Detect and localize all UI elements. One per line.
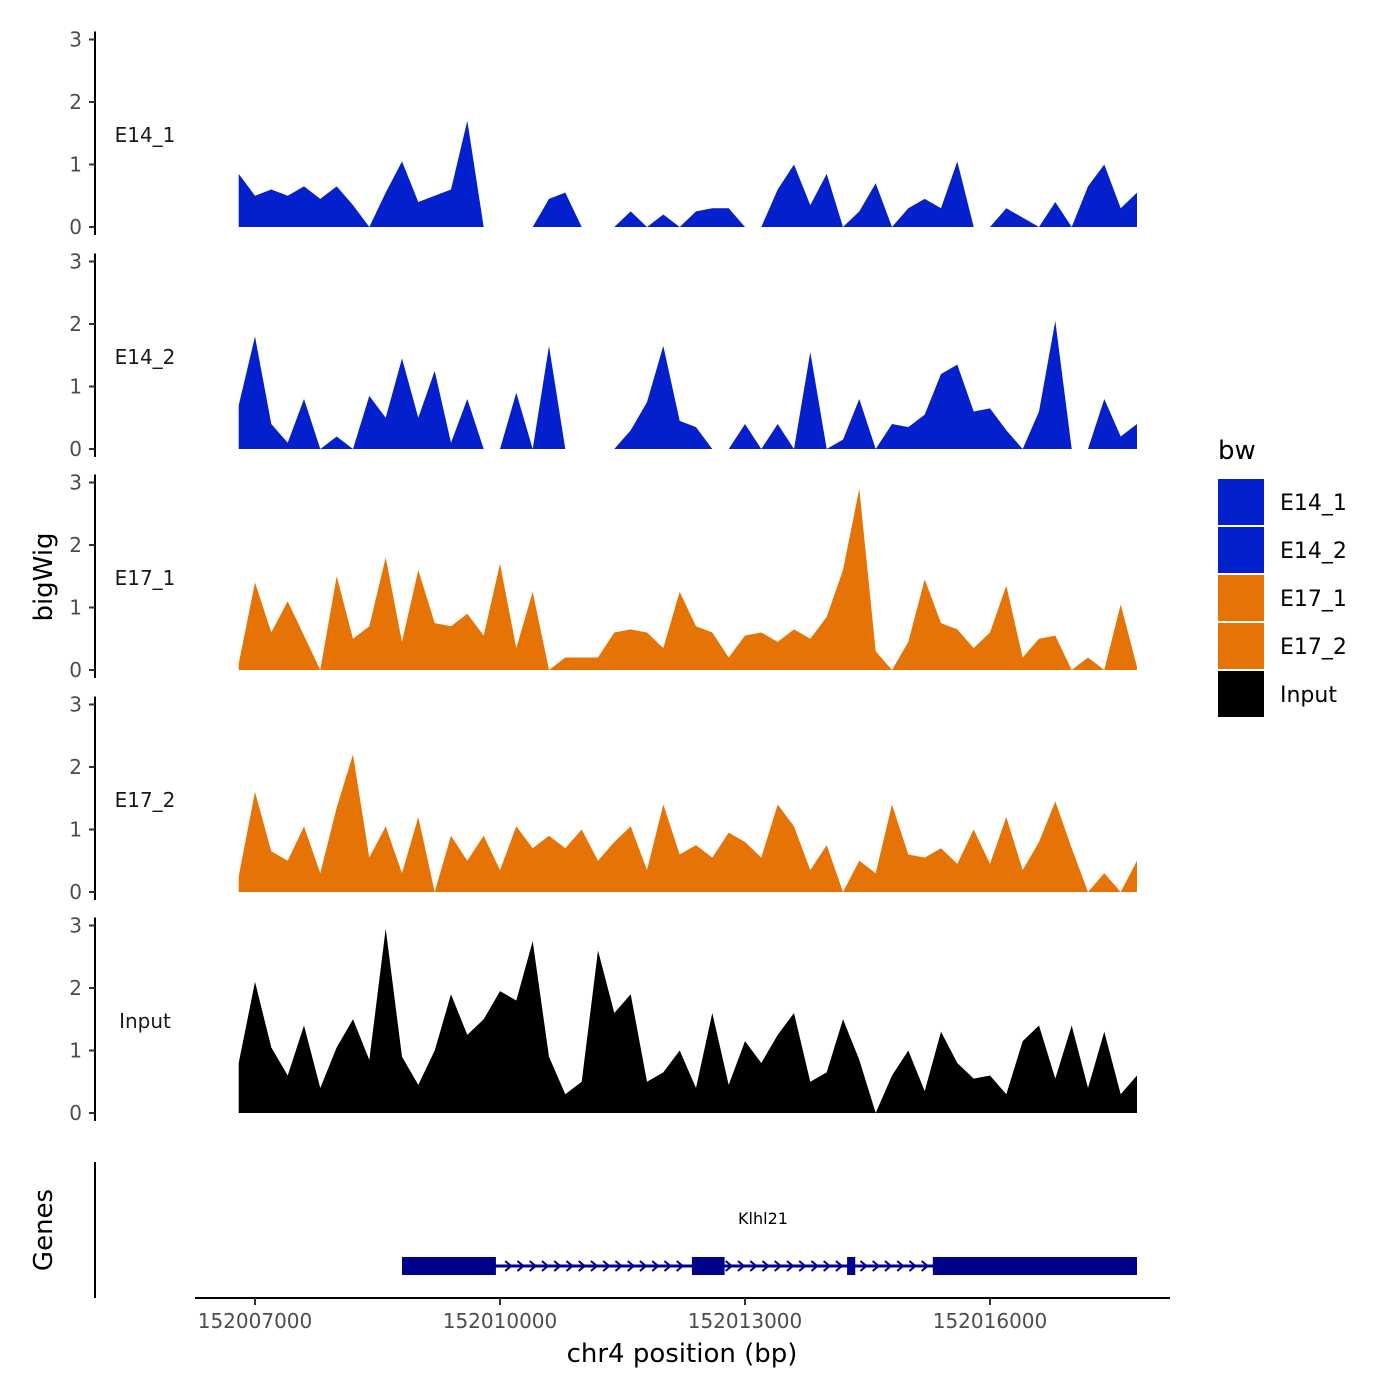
legend-label: E14_1 xyxy=(1280,491,1347,516)
genes-track-title: Genes xyxy=(29,1189,59,1271)
legend-swatch xyxy=(1218,671,1264,717)
y-tick-label: 0 xyxy=(69,215,82,239)
strand-arrow xyxy=(896,1260,905,1272)
coverage-area xyxy=(238,120,1137,227)
gene-exon xyxy=(932,1257,1137,1275)
gene-exon xyxy=(402,1257,496,1275)
y-tick-label: 0 xyxy=(69,658,82,682)
legend: bw E14_1 E14_2 E17_1 E17_2 Input xyxy=(1218,436,1347,717)
legend-label: E17_1 xyxy=(1280,587,1347,612)
gene-name-label: Klhl21 xyxy=(738,1209,788,1228)
y-tick-label: 3 xyxy=(69,250,82,274)
legend-swatch xyxy=(1218,479,1264,525)
track-E17_1: 0 1 2 3 E17_1 xyxy=(69,471,1137,682)
strand-arrow xyxy=(737,1260,746,1272)
y-tick-label: 1 xyxy=(69,1039,82,1063)
track-label: E17_1 xyxy=(115,566,176,590)
y-tick-label: 3 xyxy=(69,693,82,717)
strand-arrow xyxy=(884,1260,893,1272)
track-E17_2: 0 1 2 3 E17_2 xyxy=(69,693,1137,904)
strand-arrow xyxy=(614,1260,623,1272)
strand-arrow xyxy=(627,1260,636,1272)
strand-arrow xyxy=(602,1260,611,1272)
y-tick-label: 0 xyxy=(69,880,82,904)
strand-arrow xyxy=(578,1260,587,1272)
strand-arrow xyxy=(725,1260,734,1272)
strand-arrow xyxy=(872,1260,881,1272)
legend-entry: E17_1 xyxy=(1218,575,1347,621)
strand-arrow xyxy=(810,1260,819,1272)
x-tick-label: 152007000 xyxy=(198,1309,313,1333)
track-E14_2: 0 1 2 3 E14_2 xyxy=(69,250,1137,461)
y-tick-label: 0 xyxy=(69,437,82,461)
x-tick-label: 152016000 xyxy=(933,1309,1048,1333)
strand-arrow xyxy=(516,1260,525,1272)
genes-track: Klhl21 xyxy=(94,1162,1137,1298)
strand-arrow xyxy=(504,1260,513,1272)
coverage-area xyxy=(238,320,1137,449)
track-label: Input xyxy=(119,1009,171,1033)
strand-arrow xyxy=(676,1260,685,1272)
legend-label: Input xyxy=(1280,683,1337,708)
y-tick-label: 2 xyxy=(69,533,82,557)
y-tick-label: 2 xyxy=(69,312,82,336)
legend-title: bw xyxy=(1218,436,1256,466)
legend-entry: E14_1 xyxy=(1218,479,1347,525)
coverage-area xyxy=(238,928,1137,1113)
legend-swatch xyxy=(1218,527,1264,573)
y-tick-label: 3 xyxy=(69,28,82,52)
strand-arrow xyxy=(921,1260,930,1272)
strand-arrow xyxy=(663,1260,672,1272)
strand-arrow xyxy=(835,1260,844,1272)
strand-arrow xyxy=(859,1260,868,1272)
track-Input: 0 1 2 3 Input xyxy=(69,914,1137,1125)
y-tick-label: 0 xyxy=(69,1101,82,1125)
strand-arrow xyxy=(774,1260,783,1272)
tracks-layer: 0 1 2 3 E14_1 0 1 2 3 E14_2 0 1 2 3 E17_1 0 1 2 3 E17_2 0 1 2 3… xyxy=(69,28,1137,1125)
strand-arrow xyxy=(651,1260,660,1272)
y-tick-label: 1 xyxy=(69,375,82,399)
strand-arrow xyxy=(798,1260,807,1272)
y-tick-label: 2 xyxy=(69,90,82,114)
y-tick-label: 3 xyxy=(69,914,82,938)
y-axis-title: bigWig xyxy=(29,532,59,621)
gene-exon xyxy=(691,1257,725,1275)
strand-arrow xyxy=(590,1260,599,1272)
gene-exon xyxy=(847,1257,856,1275)
x-tick-label: 152010000 xyxy=(443,1309,558,1333)
track-E14_1: 0 1 2 3 E14_1 xyxy=(69,28,1137,239)
legend-label: E17_2 xyxy=(1280,635,1347,660)
track-label: E17_2 xyxy=(115,788,176,812)
y-tick-label: 1 xyxy=(69,818,82,842)
strand-arrow xyxy=(823,1260,832,1272)
coverage-area xyxy=(238,488,1137,670)
legend-entry: E17_2 xyxy=(1218,623,1347,669)
x-tick-label: 152013000 xyxy=(688,1309,803,1333)
legend-entry: E14_2 xyxy=(1218,527,1347,573)
strand-arrow xyxy=(786,1260,795,1272)
strand-arrow xyxy=(749,1260,758,1272)
legend-swatch xyxy=(1218,623,1264,669)
legend-entry: Input xyxy=(1218,671,1337,717)
y-tick-label: 1 xyxy=(69,153,82,177)
y-tick-label: 3 xyxy=(69,471,82,495)
y-tick-label: 2 xyxy=(69,976,82,1000)
strand-arrow xyxy=(761,1260,770,1272)
strand-arrow xyxy=(529,1260,538,1272)
track-label: E14_1 xyxy=(115,123,176,147)
legend-label: E14_2 xyxy=(1280,539,1347,564)
coverage-area xyxy=(238,754,1137,892)
strand-arrow xyxy=(565,1260,574,1272)
strand-arrow xyxy=(541,1260,550,1272)
x-axis-title: chr4 position (bp) xyxy=(567,1339,798,1369)
strand-arrow xyxy=(553,1260,562,1272)
strand-arrow xyxy=(639,1260,648,1272)
track-label: E14_2 xyxy=(115,345,176,369)
x-axis: 152007000 152010000 152013000 152016000 xyxy=(195,1297,1170,1333)
y-tick-label: 2 xyxy=(69,755,82,779)
legend-swatch xyxy=(1218,575,1264,621)
y-tick-label: 1 xyxy=(69,596,82,620)
strand-arrow xyxy=(908,1260,917,1272)
